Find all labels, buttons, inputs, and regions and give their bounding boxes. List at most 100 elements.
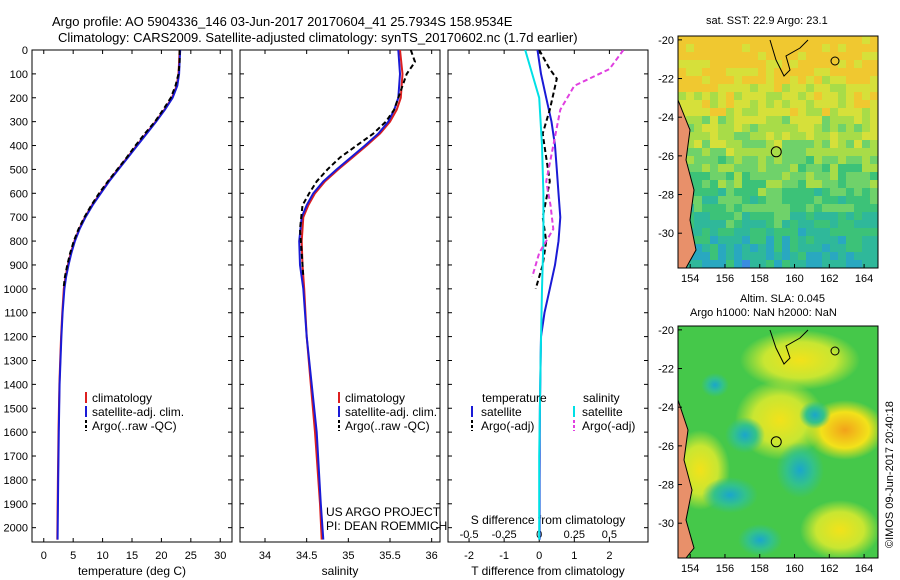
sst-cell [822, 212, 830, 220]
sst-cell [790, 116, 798, 124]
depth-tick-label: 1600 [4, 427, 28, 439]
sst-cell [846, 84, 854, 92]
sst-cell [750, 36, 758, 44]
sst-cell [718, 180, 726, 188]
sst-cell [742, 188, 750, 196]
sst-cell [838, 140, 846, 148]
sst-cell [694, 148, 702, 156]
sst-cell [830, 220, 838, 228]
sst-cell [718, 124, 726, 132]
sst-map-coastline [678, 99, 697, 268]
sst-cell [782, 100, 790, 108]
legend-label-satellite: satellite-adj. clim. [345, 405, 437, 419]
sst-cell [694, 188, 702, 196]
sst-cell [726, 212, 734, 220]
sst-cell [838, 196, 846, 204]
sst-cell [838, 68, 846, 76]
sst-cell [702, 260, 710, 268]
sst-cell [854, 252, 862, 260]
sst-cell [798, 236, 806, 244]
sst-cell [710, 156, 718, 164]
sst-cell [694, 236, 702, 244]
sst-cell [758, 204, 766, 212]
sst-cell [702, 204, 710, 212]
sst-cell [854, 188, 862, 196]
sst-cell [806, 156, 814, 164]
sst-cell [766, 76, 774, 84]
sst-cell [702, 196, 710, 204]
sst-cell [790, 52, 798, 60]
sst-cell [742, 100, 750, 108]
sst-cell [758, 244, 766, 252]
sst-cell [854, 84, 862, 92]
sst-cell [854, 260, 862, 268]
sst-cell [862, 244, 870, 252]
sst-cell [790, 84, 798, 92]
sst-cell [686, 68, 694, 76]
sst-cell [790, 236, 798, 244]
depth-tick-label: 1900 [4, 499, 28, 511]
sst-cell [838, 252, 846, 260]
sst-cell [718, 260, 726, 268]
x-tick-label: 0 [536, 550, 542, 562]
s-difference-label: S difference from climatology [471, 513, 626, 527]
sst-cell [870, 36, 878, 44]
sst-cell [862, 36, 870, 44]
sst-cell [854, 76, 862, 84]
sst-cell [790, 148, 798, 156]
x-tick-label: -1 [499, 550, 509, 562]
sst-cell [798, 76, 806, 84]
sst-cell [734, 124, 742, 132]
sst-cell [782, 44, 790, 52]
sst-cell [686, 148, 694, 156]
sst-cell [702, 172, 710, 180]
x-tick-label: 2 [606, 550, 612, 562]
sst-cell [830, 252, 838, 260]
map-x-tick-label: 154 [681, 273, 699, 285]
sst-cell [790, 100, 798, 108]
map-x-tick-label: 160 [785, 563, 803, 575]
x-tick-label: 34 [259, 550, 271, 562]
sst-cell [854, 228, 862, 236]
sst-cell [822, 76, 830, 84]
sst-cell [814, 172, 822, 180]
depth-tick-label: 0 [22, 45, 28, 57]
x-tick-label: 1 [571, 550, 577, 562]
sst-cell [822, 100, 830, 108]
sst-cell [790, 220, 798, 228]
sst-cell [814, 132, 822, 140]
sst-cell [694, 44, 702, 52]
sst-cell [782, 108, 790, 116]
series-line-satellite-adj-clim- [298, 50, 402, 540]
sst-cell [846, 52, 854, 60]
sst-cell [846, 212, 854, 220]
sst-cell [846, 196, 854, 204]
sst-cell [782, 228, 790, 236]
sst-cell [798, 44, 806, 52]
sst-cell [742, 84, 750, 92]
sst-cell [702, 44, 710, 52]
sst-cell [718, 188, 726, 196]
sst-cell [862, 220, 870, 228]
sst-cell [798, 156, 806, 164]
sst-cell [814, 44, 822, 52]
sst-cell [814, 220, 822, 228]
sst-cell [806, 148, 814, 156]
sst-cell [822, 108, 830, 116]
sst-cell [726, 44, 734, 52]
sst-cell [814, 212, 822, 220]
sst-cell [846, 220, 854, 228]
sst-cell [814, 60, 822, 68]
sst-cell [814, 188, 822, 196]
sst-cell [758, 188, 766, 196]
sst-cell [766, 108, 774, 116]
sst-cell [814, 204, 822, 212]
sst-cell [806, 68, 814, 76]
sst-cell [742, 196, 750, 204]
sst-cell [734, 116, 742, 124]
sst-cell [822, 132, 830, 140]
salinity-x-axis: 34 34.5 35 35.5 36 [259, 50, 438, 562]
sst-cell [718, 148, 726, 156]
sst-cell [822, 188, 830, 196]
sst-cell [694, 196, 702, 204]
